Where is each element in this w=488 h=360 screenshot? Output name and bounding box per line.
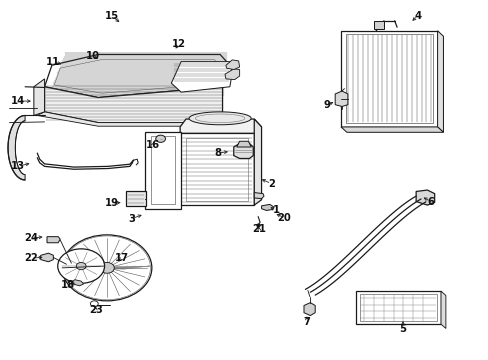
Polygon shape (355, 291, 440, 324)
Polygon shape (254, 119, 261, 205)
Polygon shape (224, 69, 239, 80)
Text: 3: 3 (128, 214, 135, 224)
Text: 17: 17 (114, 253, 128, 263)
Polygon shape (437, 31, 443, 132)
Text: 23: 23 (89, 305, 102, 315)
Polygon shape (236, 141, 251, 147)
Polygon shape (41, 253, 53, 262)
Polygon shape (440, 291, 445, 328)
Text: 21: 21 (252, 225, 265, 234)
Polygon shape (254, 193, 264, 199)
Text: 7: 7 (303, 317, 310, 327)
Text: 18: 18 (61, 280, 75, 290)
Polygon shape (340, 31, 437, 127)
Polygon shape (73, 280, 83, 286)
Text: 15: 15 (104, 11, 119, 21)
Text: 11: 11 (46, 57, 61, 67)
Polygon shape (44, 87, 222, 123)
Polygon shape (180, 119, 261, 134)
Polygon shape (233, 143, 253, 158)
Polygon shape (34, 79, 44, 116)
Text: 9: 9 (323, 100, 330, 110)
Polygon shape (261, 204, 273, 211)
Text: 14: 14 (11, 96, 25, 106)
Text: 20: 20 (277, 213, 291, 222)
Circle shape (100, 262, 114, 273)
Circle shape (90, 301, 98, 307)
Polygon shape (8, 116, 25, 180)
Polygon shape (37, 112, 222, 126)
Text: 8: 8 (214, 148, 221, 158)
Text: 5: 5 (399, 324, 406, 334)
Text: 19: 19 (104, 198, 119, 208)
Text: 2: 2 (267, 179, 274, 189)
Polygon shape (415, 190, 434, 205)
Circle shape (58, 249, 104, 283)
Text: 12: 12 (171, 40, 185, 49)
Polygon shape (189, 112, 251, 125)
Circle shape (62, 235, 152, 301)
Polygon shape (340, 127, 443, 132)
Text: 1: 1 (272, 206, 279, 216)
Text: 4: 4 (413, 11, 420, 21)
Text: 13: 13 (11, 161, 25, 171)
Polygon shape (225, 60, 239, 69)
Polygon shape (144, 132, 181, 209)
Polygon shape (44, 54, 229, 98)
Polygon shape (47, 237, 60, 243)
Circle shape (156, 135, 165, 142)
Text: 6: 6 (427, 197, 433, 207)
Circle shape (76, 262, 86, 270)
Polygon shape (180, 134, 254, 205)
Polygon shape (334, 91, 347, 107)
Polygon shape (126, 192, 146, 206)
Text: 16: 16 (145, 140, 160, 150)
Polygon shape (171, 62, 232, 92)
Polygon shape (373, 21, 383, 29)
Text: 22: 22 (24, 253, 38, 263)
Polygon shape (304, 303, 315, 316)
Text: 24: 24 (24, 233, 38, 243)
Text: 10: 10 (85, 51, 99, 61)
